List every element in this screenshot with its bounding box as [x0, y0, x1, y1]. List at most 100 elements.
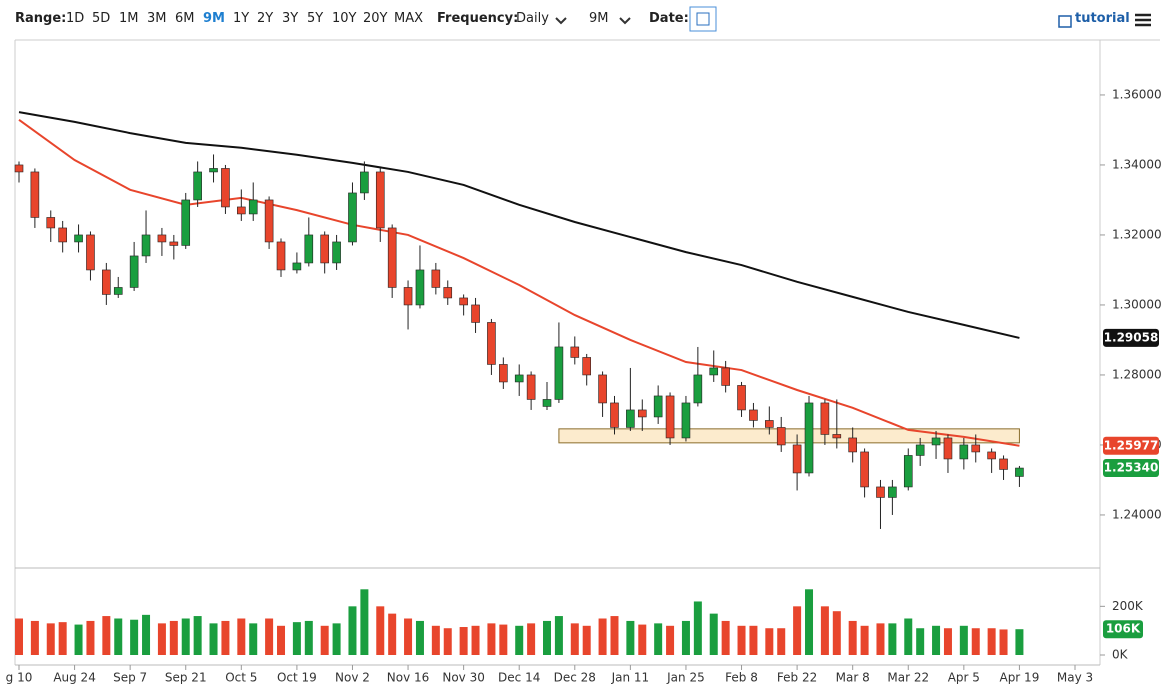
- range-label: Range:: [15, 11, 67, 26]
- volume-bar: [360, 589, 369, 655]
- range-button[interactable]: 10Y: [332, 11, 357, 26]
- x-tick-label: Nov 2: [335, 671, 370, 685]
- period-select[interactable]: 9M: [589, 11, 609, 26]
- volume-bar: [1015, 629, 1024, 655]
- volume-bar: [459, 627, 468, 655]
- volume-bar: [693, 601, 702, 655]
- candle-body: [582, 357, 591, 376]
- candle-body: [459, 297, 468, 306]
- candle-body: [637, 409, 647, 418]
- volume-bar: [443, 628, 452, 655]
- x-tick-label: Dec 14: [498, 671, 540, 685]
- volume-bar: [193, 616, 202, 655]
- volume-bar: [15, 618, 23, 655]
- volume-bar: [904, 618, 913, 655]
- x-tick-label: Sep 21: [165, 671, 207, 685]
- volume-bar: [277, 625, 286, 655]
- last-volume-tag: [1103, 620, 1143, 639]
- volume-bar: [515, 625, 524, 655]
- range-button[interactable]: 9M: [203, 11, 225, 26]
- volume-bar: [654, 623, 663, 655]
- range-button[interactable]: 20Y: [363, 11, 388, 26]
- last-value-label: 1.25977: [1104, 438, 1159, 452]
- range-button[interactable]: 2Y: [257, 11, 274, 26]
- volume-bar: [777, 628, 786, 655]
- x-tick-label: Oct 5: [225, 671, 257, 685]
- volume-bar: [626, 620, 635, 655]
- volume-bar: [916, 628, 925, 655]
- volume-tick-label: 200K: [1112, 599, 1144, 613]
- candle-body: [431, 269, 441, 288]
- x-tick-label: Sep 7: [113, 671, 147, 685]
- range-button[interactable]: 5Y: [307, 11, 324, 26]
- candle-body: [221, 168, 230, 208]
- candle-body: [610, 402, 619, 428]
- volume-bar: [943, 628, 952, 655]
- candle-body: [487, 322, 496, 365]
- volume-bar: [320, 625, 329, 655]
- volume-bar: [959, 625, 968, 655]
- candle-body: [888, 486, 897, 498]
- x-tick-label: g 10: [6, 671, 33, 685]
- candle-body: [1015, 467, 1024, 477]
- tutorial-link[interactable]: tutorial: [1075, 11, 1130, 26]
- candle-body: [570, 346, 580, 358]
- x-tick-label: Feb 8: [725, 671, 758, 685]
- y-tick-label: 1.24000: [1112, 507, 1162, 521]
- candle-body: [987, 451, 996, 460]
- x-tick-label: Nov 30: [442, 671, 485, 685]
- candle-body: [237, 206, 246, 215]
- candle-body: [113, 287, 123, 295]
- candle-body: [804, 402, 814, 474]
- volume-bar: [86, 620, 95, 655]
- last-value-tag: [1103, 459, 1159, 478]
- volume-bar: [415, 620, 424, 655]
- candle-body: [776, 427, 786, 446]
- range-button[interactable]: MAX: [394, 11, 424, 26]
- volume-bar: [638, 624, 647, 655]
- candle-body: [499, 364, 508, 383]
- x-tick-label: Jan 11: [611, 671, 650, 685]
- range-button[interactable]: 1Y: [233, 11, 250, 26]
- volume-bar: [237, 618, 246, 655]
- candle-body: [526, 374, 536, 400]
- candle-body: [860, 451, 869, 488]
- range-button[interactable]: 6M: [175, 11, 195, 26]
- candle-body: [598, 374, 607, 404]
- range-button[interactable]: 5D: [92, 11, 111, 26]
- volume-bar: [376, 606, 385, 655]
- candle-body: [848, 437, 857, 453]
- volume-bar: [793, 606, 802, 655]
- candle-body: [348, 192, 357, 243]
- candle-body: [14, 164, 24, 173]
- candle-body: [332, 241, 341, 264]
- range-button[interactable]: 3Y: [282, 11, 299, 26]
- volume-bar: [805, 589, 814, 655]
- candle-body: [129, 255, 139, 288]
- candle-body: [943, 437, 953, 460]
- candle-body: [471, 304, 480, 323]
- volume-bar: [820, 606, 829, 655]
- candle-body: [765, 420, 774, 428]
- range-button[interactable]: 1M: [119, 11, 139, 26]
- candle-body: [74, 234, 83, 243]
- volume-bar: [431, 625, 440, 655]
- volume-bar: [114, 618, 123, 655]
- volume-bar: [471, 625, 480, 655]
- frequency-select[interactable]: Daily: [516, 11, 549, 26]
- candle-body: [141, 234, 151, 257]
- candle-body: [157, 234, 167, 243]
- y-tick-label: 1.30000: [1112, 297, 1162, 311]
- candle-body: [737, 385, 746, 411]
- candle-body: [248, 199, 258, 215]
- range-button[interactable]: 1D: [66, 11, 85, 26]
- calendar-button: [689, 6, 717, 32]
- candle-body: [181, 199, 191, 246]
- candle-body: [375, 171, 385, 229]
- candle-body: [721, 367, 730, 386]
- volume-bar: [157, 623, 166, 655]
- candle-body: [102, 269, 111, 295]
- range-button[interactable]: 3M: [147, 11, 167, 26]
- candle-body: [665, 395, 675, 439]
